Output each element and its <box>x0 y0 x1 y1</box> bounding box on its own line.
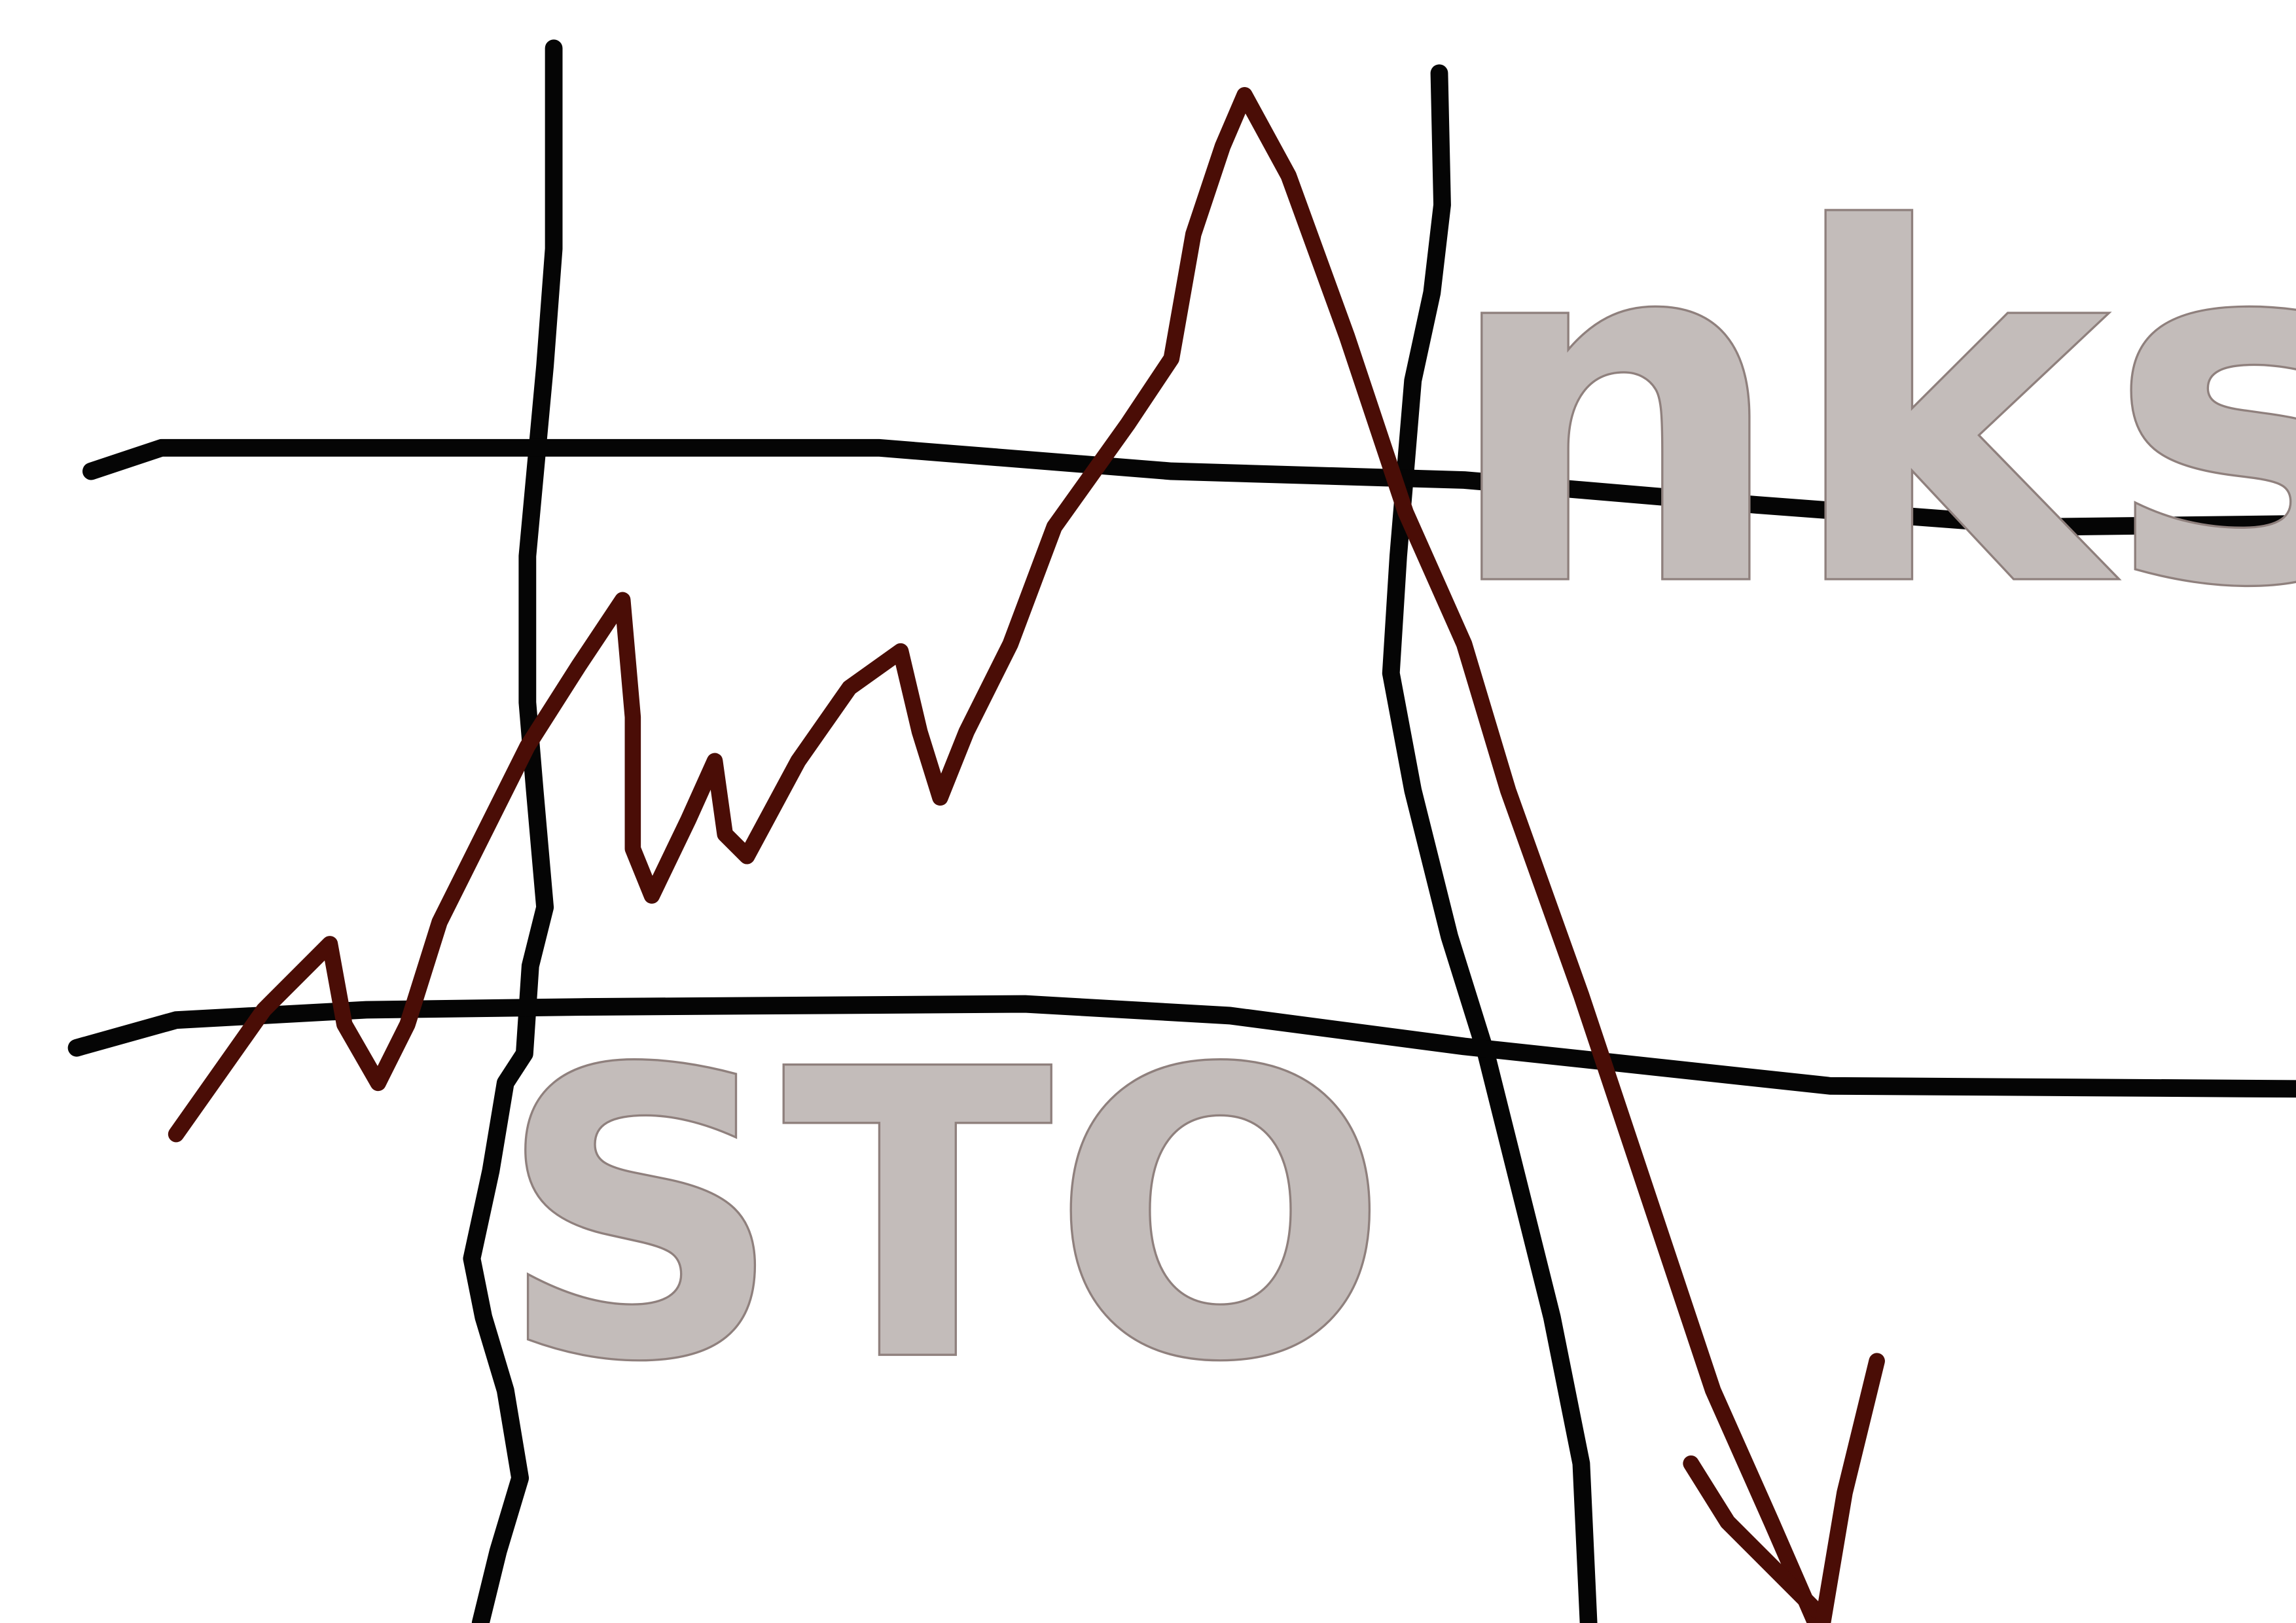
trend-line <box>168 87 1824 1623</box>
arrow-head-left <box>1683 1455 1824 1618</box>
right-vertical-line <box>1382 64 1598 1623</box>
upper-text: nks <box>1442 130 2296 692</box>
lower-text: STO <box>498 988 1388 1448</box>
left-vertical-line <box>463 39 563 1623</box>
bottom-horizontal-line <box>67 995 2296 1098</box>
top-horizontal-line <box>82 438 2296 536</box>
arrow-head-right <box>1814 1353 1885 1623</box>
